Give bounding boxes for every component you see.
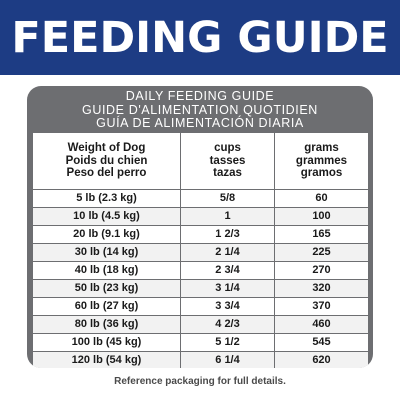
grams-cell: 165 — [274, 225, 369, 244]
table-row: 120 lb (54 kg) 6 1/4 620 — [32, 351, 369, 368]
weight-cell: 120 lb (54 kg) — [32, 351, 181, 368]
weight-cell: 5 lb (2.3 kg) — [32, 189, 181, 208]
grams-cell: 370 — [274, 297, 369, 316]
grams-cell: 225 — [274, 243, 369, 262]
cups-cell: 5/8 — [180, 189, 275, 208]
grams-cell: 620 — [274, 351, 369, 368]
column-header-grams: grams grammes gramos — [274, 132, 369, 190]
table-heading-en: DAILY FEEDING GUIDE — [125, 89, 275, 103]
footer-note: Reference packaging for full details. — [114, 376, 286, 387]
table-row: 30 lb (14 kg) 2 1/4 225 — [32, 243, 369, 262]
table-row: 60 lb (27 kg) 3 3/4 370 — [32, 297, 369, 316]
column-header-cups: cups tasses tazas — [180, 132, 275, 190]
table-heading-es: GUÍA DE ALIMENTACIÓN DIARIA — [96, 116, 304, 130]
grams-cell: 100 — [274, 207, 369, 226]
table-heading: DAILY FEEDING GUIDE GUIDE D'ALIMENTATION… — [27, 89, 373, 131]
table-row: 50 lb (23 kg) 3 1/4 320 — [32, 279, 369, 298]
grams-cell: 270 — [274, 261, 369, 280]
table-heading-fr: GUIDE D'ALIMENTATION QUOTIDIEN — [82, 102, 318, 117]
weight-cell: 50 lb (23 kg) — [32, 279, 181, 298]
table-row: 5 lb (2.3 kg) 5/8 60 — [32, 189, 369, 208]
weight-cell: 100 lb (45 kg) — [32, 333, 181, 352]
cups-cell: 5 1/2 — [180, 333, 275, 352]
grams-cell: 60 — [274, 189, 369, 208]
weight-cell: 40 lb (18 kg) — [32, 261, 181, 280]
table-row: 40 lb (18 kg) 2 3/4 270 — [32, 261, 369, 280]
header-banner: FEEDING GUIDE — [0, 0, 400, 75]
table-row: 80 lb (36 kg) 4 2/3 460 — [32, 315, 369, 334]
table-row: 10 lb (4.5 kg) 1 100 — [32, 207, 369, 226]
table-row: 20 lb (9.1 kg) 1 2/3 165 — [32, 225, 369, 244]
feeding-table: Weight of Dog Poids du chien Peso del pe… — [32, 132, 369, 368]
weight-cell: 20 lb (9.1 kg) — [32, 225, 181, 244]
column-header-weight: Weight of Dog Poids du chien Peso del pe… — [32, 132, 181, 190]
cups-cell: 6 1/4 — [180, 351, 275, 368]
cups-cell: 2 1/4 — [180, 243, 275, 262]
cups-cell: 3 3/4 — [180, 297, 275, 316]
weight-cell: 10 lb (4.5 kg) — [32, 207, 181, 226]
cups-cell: 1 2/3 — [180, 225, 275, 244]
weight-cell: 30 lb (14 kg) — [32, 243, 181, 262]
cups-cell: 1 — [180, 207, 275, 226]
cups-cell: 4 2/3 — [180, 315, 275, 334]
page-title: FEEDING GUIDE — [11, 13, 389, 63]
grams-cell: 320 — [274, 279, 369, 298]
table-row: 100 lb (45 kg) 5 1/2 545 — [32, 333, 369, 352]
weight-cell: 60 lb (27 kg) — [32, 297, 181, 316]
feeding-table-card: DAILY FEEDING GUIDE GUIDE D'ALIMENTATION… — [27, 86, 373, 368]
cups-cell: 3 1/4 — [180, 279, 275, 298]
table-header-row: Weight of Dog Poids du chien Peso del pe… — [32, 132, 369, 190]
cups-cell: 2 3/4 — [180, 261, 275, 280]
weight-cell: 80 lb (36 kg) — [32, 315, 181, 334]
grams-cell: 460 — [274, 315, 369, 334]
grams-cell: 545 — [274, 333, 369, 352]
